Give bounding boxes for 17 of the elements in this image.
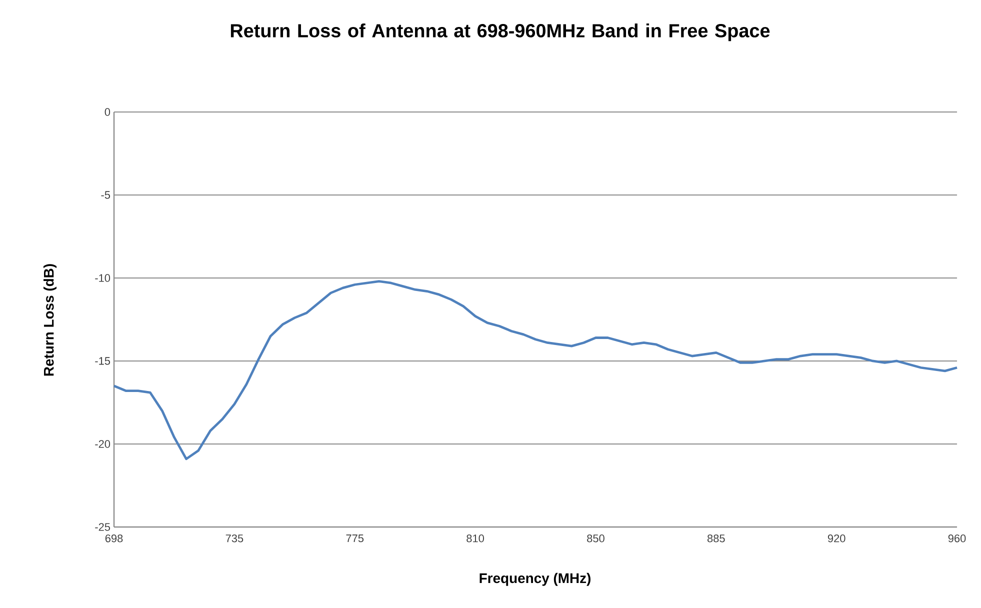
y-tick-label: -15 — [95, 357, 110, 365]
y-tick-label: -20 — [95, 440, 110, 448]
x-tick-label: 850 — [587, 534, 604, 542]
x-tick-label: 775 — [346, 534, 364, 542]
x-tick-label: 920 — [828, 534, 846, 542]
y-tick-label: -25 — [95, 523, 110, 531]
x-tick-label: 810 — [466, 534, 484, 542]
x-tick-label: 735 — [226, 534, 244, 542]
x-tick-label: 885 — [707, 534, 725, 542]
x-tick-label: 960 — [948, 534, 966, 542]
y-tick-label: 0 — [104, 108, 110, 116]
x-tick-label: 698 — [105, 534, 123, 542]
y-tick-label: -5 — [101, 191, 110, 199]
y-axis-title: Return Loss (dB) — [44, 264, 57, 376]
chart-title: Return Loss of Antenna at 698-960MHz Band in Free Space — [230, 24, 770, 42]
x-axis-title: Frequency (MHz) — [480, 572, 590, 586]
y-tick-label: -10 — [95, 274, 110, 282]
